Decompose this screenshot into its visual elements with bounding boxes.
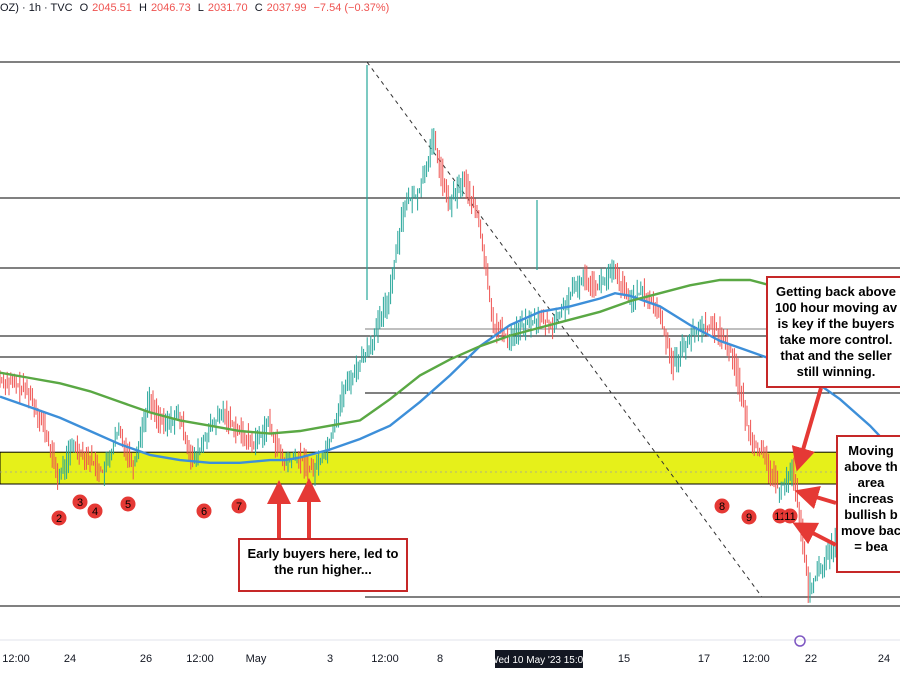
trendline: [366, 61, 763, 598]
crosshair-label-bg: [495, 650, 583, 668]
high-value: 2046.73: [150, 2, 191, 14]
marker-6-dot: [196, 503, 212, 519]
marker-3-dot: [72, 494, 88, 510]
marker-2-dot: [51, 510, 67, 526]
close-label: C: [254, 2, 263, 14]
support-zone-layer: [0, 451, 900, 485]
marker-4-label: 4: [92, 506, 98, 518]
time-tick: 8: [437, 653, 443, 665]
marker-8-label: 8: [719, 501, 725, 513]
time-tick: 24: [878, 653, 890, 665]
time-tick: 12:00: [186, 653, 214, 665]
symbol-label: OZ) · 1h · TVC: [0, 2, 73, 14]
open-value: 2045.51: [92, 2, 132, 14]
marker-11-label: 11: [774, 511, 785, 523]
marker-7-dot: [231, 498, 247, 514]
time-tick: 24: [64, 653, 76, 665]
time-tick: 15: [618, 653, 630, 665]
time-tick: 26: [140, 653, 152, 665]
time-tick: 17: [698, 653, 710, 665]
marker-11-label: 11: [784, 511, 795, 523]
event-icon: [794, 635, 806, 647]
close-value: 2037.99: [266, 2, 307, 14]
time-tick: 12:00: [2, 653, 30, 665]
low-label: L: [197, 2, 204, 14]
marker-9-dot: [741, 509, 757, 525]
marker-5-label: 5: [125, 499, 131, 511]
time-axis-layer: 12:00 24 26 12:00 May 3 12:00 8 15 17 12:00 22 24 Wed…: [0, 635, 900, 668]
time-tick: 12:00: [742, 653, 770, 665]
marker-6-label: 6: [201, 506, 207, 518]
change-value: −7.54 (−0.37%): [313, 2, 390, 14]
marker-7-label: 7: [236, 501, 242, 513]
moving-average-100: [0, 291, 886, 464]
annotation-arrow-5: [792, 522, 837, 547]
marker-8-dot: [714, 498, 730, 514]
open-label: O: [79, 2, 89, 14]
marker-4-dot: [87, 503, 103, 519]
annotation-arrow-3: [791, 387, 823, 472]
crosshair-label: Wed 10 May '23 15:00: [489, 655, 589, 666]
low-value: 2031.70: [207, 2, 248, 14]
marker-2-label: 2: [56, 513, 62, 525]
support-zone-band: [0, 451, 900, 485]
high-label: H: [138, 2, 147, 14]
trendline-layer: [366, 61, 763, 598]
marker-11-dot: [782, 508, 798, 524]
time-tick: May: [246, 653, 267, 665]
time-tick: 12:00: [371, 653, 399, 665]
ohlc-header: OZ) · 1h · TVC O 2045.51 H 2046.73 L 2031.7…: [0, 2, 393, 14]
horizontal-levels-layer: [0, 61, 900, 607]
time-tick: 3: [327, 653, 333, 665]
annotation-support-area: Moving above th area increas bullish b m…: [836, 435, 900, 573]
moving-averages-layer: [0, 278, 886, 464]
annotation-arrow-4: [794, 485, 837, 509]
marker-3-label: 3: [77, 497, 83, 509]
annotation-early-buyers: Early buyers here, led to the run higher…: [238, 538, 408, 592]
moving-average-200: [0, 278, 856, 435]
annotation-moving-average: Getting back above 100 hour moving av is…: [766, 276, 900, 388]
marker-9-label: 9: [746, 512, 752, 524]
time-tick: 22: [805, 653, 817, 665]
marker-5-dot: [120, 496, 136, 512]
